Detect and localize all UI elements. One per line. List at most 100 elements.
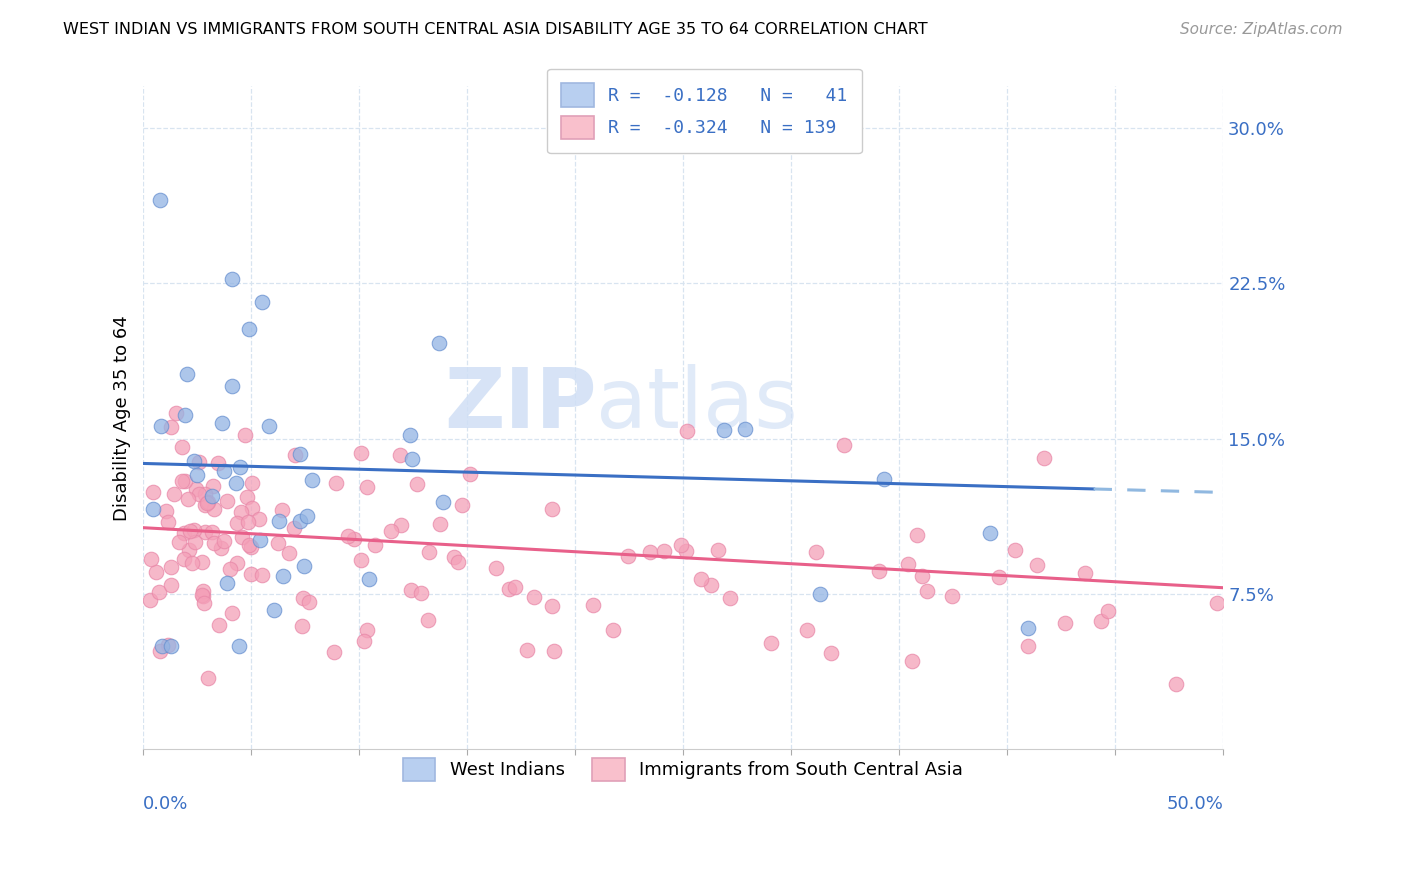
Point	[191, 584, 214, 599]
Point	[617, 549, 640, 564]
Point	[184, 483, 207, 497]
Point	[150, 418, 173, 433]
Point	[295, 508, 318, 523]
Point	[699, 578, 721, 592]
Point	[177, 492, 200, 507]
Point	[713, 423, 735, 437]
Point	[194, 524, 217, 539]
Point	[149, 194, 172, 208]
Point	[284, 448, 307, 462]
Point	[401, 452, 423, 467]
Point	[160, 420, 183, 434]
Point	[353, 633, 375, 648]
Point	[225, 556, 247, 570]
Point	[169, 535, 191, 549]
Point	[671, 538, 693, 552]
Point	[179, 524, 201, 538]
Point	[987, 570, 1010, 584]
Point	[1004, 543, 1026, 558]
Point	[820, 646, 842, 660]
Point	[543, 644, 565, 658]
Point	[676, 424, 699, 438]
Point	[259, 419, 281, 434]
Point	[233, 428, 256, 442]
Point	[271, 503, 294, 517]
Point	[523, 590, 546, 604]
Point	[194, 486, 217, 500]
Point	[238, 538, 260, 552]
Point	[240, 476, 263, 491]
Point	[380, 524, 402, 539]
Point	[675, 544, 697, 558]
Point	[411, 586, 433, 600]
Point	[1017, 640, 1039, 654]
Point	[429, 516, 451, 531]
Point	[301, 474, 323, 488]
Point	[808, 587, 831, 601]
Point	[602, 624, 624, 638]
Point	[541, 599, 564, 613]
Point	[238, 322, 260, 336]
Point	[1206, 596, 1229, 610]
Point	[150, 639, 173, 653]
Point	[1090, 614, 1112, 628]
Point	[215, 576, 238, 591]
Point	[363, 538, 385, 552]
Point	[389, 517, 412, 532]
Point	[759, 635, 782, 649]
Point	[915, 584, 938, 599]
Point	[718, 591, 741, 606]
Point	[197, 672, 219, 686]
Point	[231, 531, 253, 545]
Point	[148, 585, 170, 599]
Point	[142, 501, 165, 516]
Point	[160, 639, 183, 653]
Point	[447, 555, 470, 569]
Point	[350, 553, 373, 567]
Point	[139, 593, 162, 607]
Point	[406, 477, 429, 491]
Text: WEST INDIAN VS IMMIGRANTS FROM SOUTH CENTRAL ASIA DISABILITY AGE 35 TO 64 CORREL: WEST INDIAN VS IMMIGRANTS FROM SOUTH CEN…	[63, 22, 928, 37]
Point	[873, 472, 896, 486]
Point	[290, 514, 312, 528]
Point	[292, 559, 315, 574]
Point	[177, 542, 200, 557]
Point	[173, 408, 195, 422]
Point	[173, 474, 195, 488]
Point	[979, 526, 1001, 541]
Point	[160, 578, 183, 592]
Point	[212, 534, 235, 549]
Point	[191, 589, 214, 603]
Point	[183, 523, 205, 537]
Point	[214, 464, 236, 478]
Point	[240, 500, 263, 515]
Point	[183, 454, 205, 468]
Point	[323, 645, 346, 659]
Point	[901, 654, 924, 668]
Point	[221, 378, 243, 392]
Point	[458, 467, 481, 481]
Point	[193, 595, 215, 609]
Point	[221, 607, 243, 621]
Point	[201, 489, 224, 503]
Text: 50.0%: 50.0%	[1167, 795, 1223, 813]
Point	[201, 479, 224, 493]
Point	[516, 642, 538, 657]
Point	[336, 529, 359, 543]
Point	[197, 495, 219, 509]
Point	[443, 550, 465, 565]
Point	[250, 567, 273, 582]
Point	[267, 536, 290, 550]
Point	[1164, 677, 1187, 691]
Point	[186, 467, 208, 482]
Point	[734, 422, 756, 436]
Point	[806, 545, 828, 559]
Point	[231, 505, 253, 519]
Point	[325, 476, 347, 491]
Point	[356, 624, 378, 638]
Point	[707, 543, 730, 558]
Point	[149, 644, 172, 658]
Point	[941, 589, 963, 603]
Point	[190, 555, 212, 569]
Point	[229, 459, 252, 474]
